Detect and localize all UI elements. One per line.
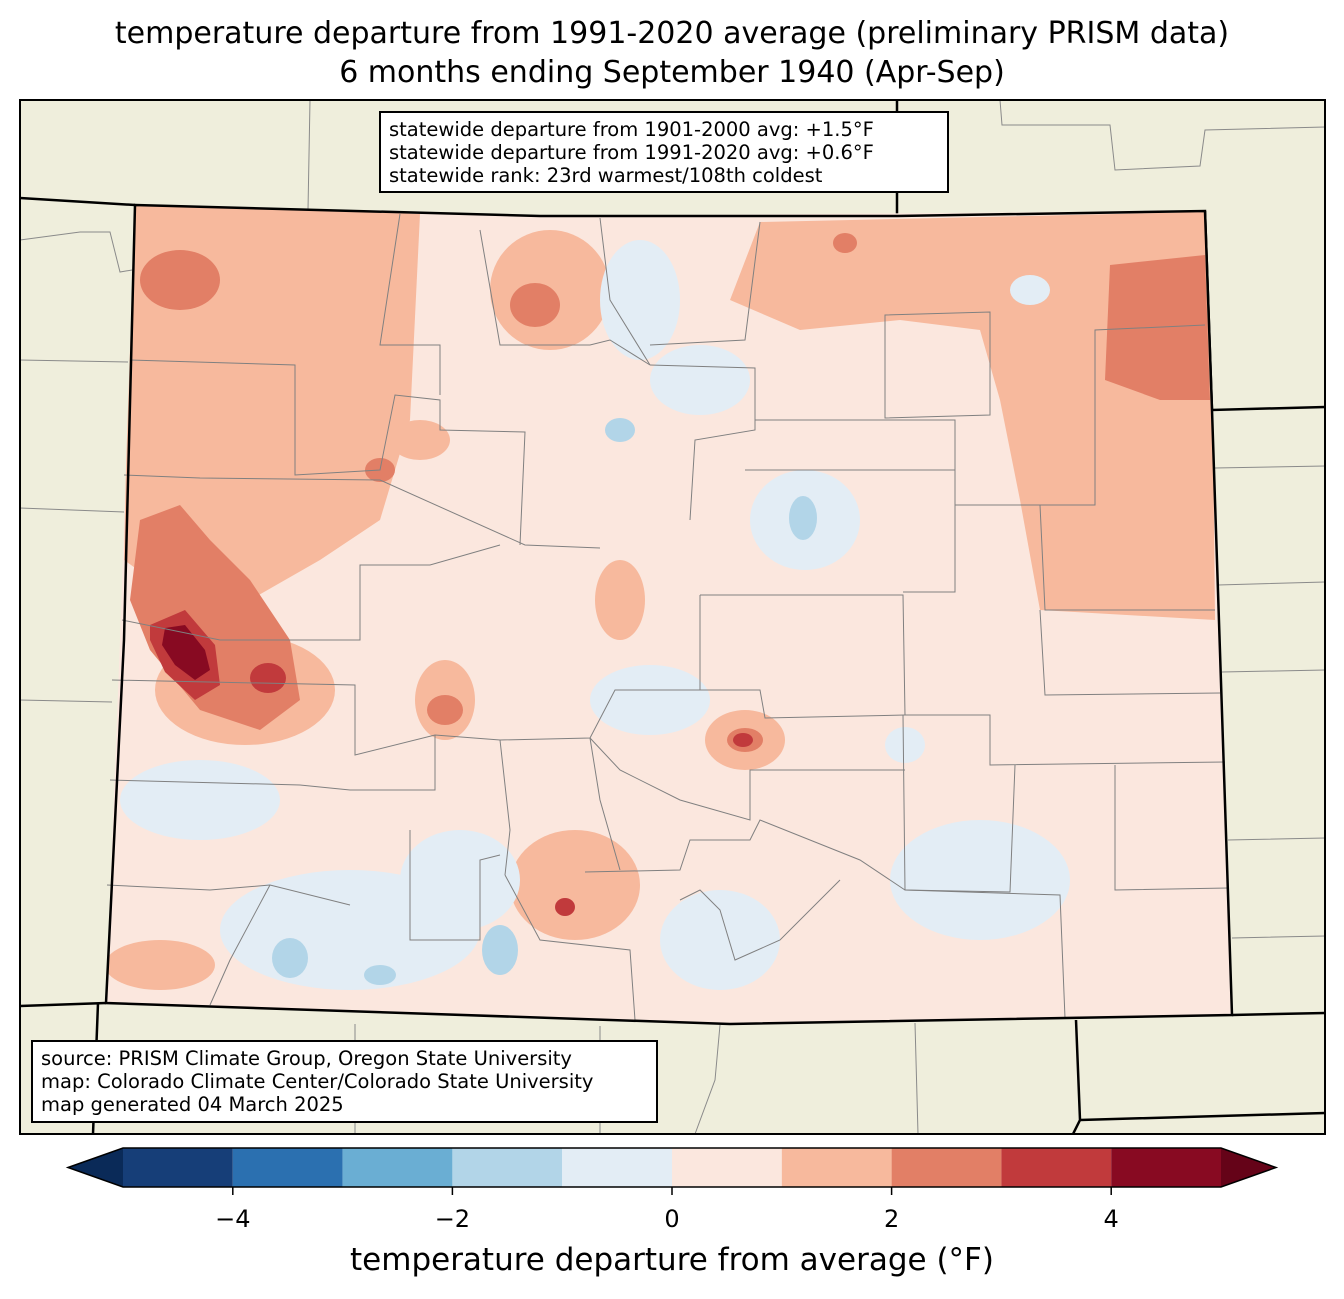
- stats-line-2: statewide departure from 1991-2020 avg: …: [389, 141, 874, 164]
- source-credit-box: source: PRISM Climate Group, Oregon Stat…: [31, 1040, 658, 1123]
- source-line-2: map: Colorado Climate Center/Colorado St…: [41, 1070, 594, 1093]
- colorbar-label: temperature departure from average (°F): [350, 1242, 994, 1278]
- colorbar-tick-label: 4: [1103, 1205, 1119, 1233]
- colorbar-tick-label: −4: [215, 1205, 251, 1233]
- colorado-state-border: [104, 203, 1234, 1026]
- temperature-field: [106, 205, 1232, 1024]
- stats-line-3: statewide rank: 23rd warmest/108th colde…: [389, 164, 823, 187]
- source-line-3: map generated 04 March 2025: [41, 1093, 344, 1116]
- map-frame: [19, 99, 1326, 1135]
- stats-line-1: statewide departure from 1901-2000 avg: …: [389, 118, 874, 141]
- statewide-stats-box: statewide departure from 1901-2000 avg: …: [379, 111, 949, 193]
- colorbar-tick-label: −2: [434, 1205, 471, 1233]
- map-title-line-2: 6 months ending September 1940 (Apr-Sep): [339, 55, 1005, 90]
- colorbar-tick-label: 0: [664, 1205, 680, 1233]
- colorbar-tick-label: 2: [883, 1205, 900, 1233]
- map-title-line-1: temperature departure from 1991-2020 ave…: [114, 16, 1230, 51]
- source-line-1: source: PRISM Climate Group, Oregon Stat…: [41, 1047, 572, 1070]
- colorado-county-lines: [106, 213, 1229, 1021]
